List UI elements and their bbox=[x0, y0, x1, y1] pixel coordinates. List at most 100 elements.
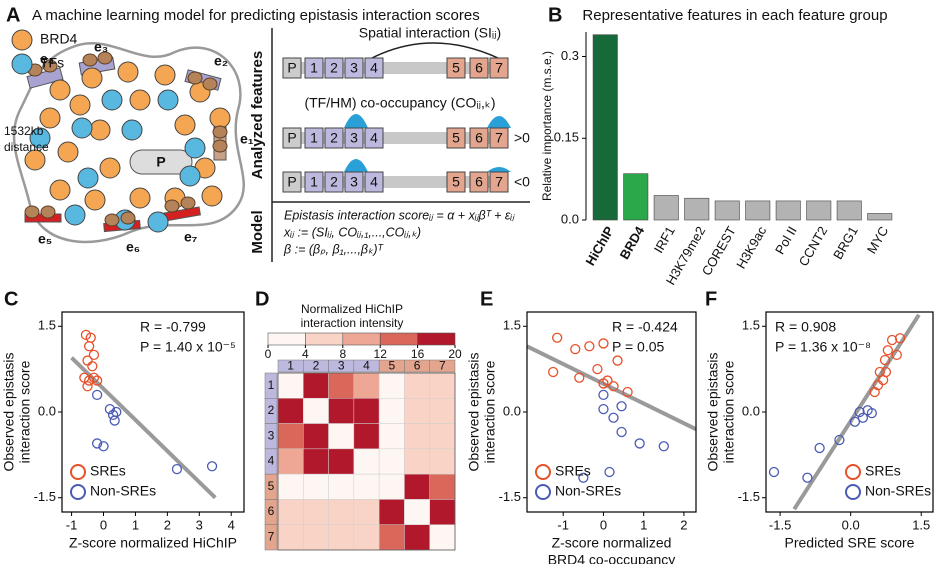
y-tick-label: 0.0 bbox=[38, 403, 56, 418]
x-tick-label: 2 bbox=[680, 517, 687, 532]
heatmap-cell bbox=[303, 524, 329, 551]
segment bbox=[304, 171, 324, 193]
annotation: P = 0.05 bbox=[612, 339, 665, 355]
data-point bbox=[814, 442, 825, 454]
tf-bead bbox=[71, 117, 93, 139]
colorbar-tick-label: 4 bbox=[302, 347, 309, 361]
heatmap-cell bbox=[353, 499, 380, 525]
x-tick-label: -1 bbox=[66, 517, 78, 532]
y-tick-label: 1.5 bbox=[38, 318, 56, 333]
data-point bbox=[882, 345, 893, 356]
legend-label: SREs bbox=[865, 463, 901, 479]
x-tick-label: 2 bbox=[164, 517, 171, 532]
segment bbox=[446, 57, 466, 79]
occupancy-peak bbox=[344, 159, 368, 172]
fit-line bbox=[70, 356, 217, 500]
column-label-box bbox=[429, 359, 456, 373]
segment-label: 6 bbox=[475, 174, 483, 190]
fit-line bbox=[526, 344, 697, 431]
x-tick-label: -1.5 bbox=[769, 517, 791, 532]
tf-bead bbox=[29, 127, 51, 149]
legend-marker bbox=[70, 484, 86, 500]
data-point bbox=[578, 472, 589, 483]
heatmap-cell bbox=[378, 499, 405, 525]
segment-label: 5 bbox=[452, 130, 460, 146]
annotation: P = 1.40 x 10⁻⁵ bbox=[140, 339, 236, 355]
element-label: e₅ bbox=[38, 231, 52, 247]
panel-label: A bbox=[6, 4, 20, 26]
y-axis-label: interaction score bbox=[482, 360, 498, 463]
data-point bbox=[866, 407, 877, 419]
data-point bbox=[88, 372, 100, 383]
heatmap-cell bbox=[277, 398, 304, 424]
data-point bbox=[104, 403, 116, 415]
data-point bbox=[87, 361, 98, 372]
segment-label: 2 bbox=[330, 174, 338, 190]
segment bbox=[489, 171, 509, 193]
data-point bbox=[886, 334, 898, 346]
heatmap-cell bbox=[303, 372, 329, 399]
segment bbox=[469, 57, 489, 79]
sign-label: <0 bbox=[514, 174, 530, 190]
section-heading: Model bbox=[249, 210, 266, 253]
data-point bbox=[608, 381, 619, 392]
equation: xᵢⱼ := (SIᵢⱼ, COᵢⱼ,₁,...,COᵢⱼ,ₖ) bbox=[283, 225, 421, 239]
data-point bbox=[206, 461, 218, 472]
brd4-bead bbox=[49, 179, 71, 201]
data-point bbox=[834, 434, 845, 446]
segment-label: 2 bbox=[330, 130, 338, 146]
colorbar-title: Normalized HiChIP bbox=[301, 302, 403, 316]
column-label: 6 bbox=[414, 359, 421, 373]
bar bbox=[867, 213, 893, 221]
chart-title: Representative features in each feature … bbox=[582, 7, 887, 24]
segment-label: 7 bbox=[495, 130, 503, 146]
x-axis-label: BRD4 co-occupancy bbox=[548, 552, 676, 564]
equation: β := (βₚ, β₁,...,βₖ)ᵀ bbox=[283, 242, 384, 256]
data-point bbox=[869, 386, 880, 398]
y-tick-label: 0.0 bbox=[503, 403, 521, 418]
y-tick-label: -1.5 bbox=[34, 489, 56, 504]
data-point bbox=[634, 438, 645, 449]
heatmap-cell bbox=[303, 473, 329, 500]
brd4-bead bbox=[89, 119, 111, 141]
x-tick-label: 4 bbox=[228, 517, 235, 532]
heatmap-cell bbox=[328, 524, 355, 551]
data-point bbox=[872, 379, 884, 391]
segment-label: 6 bbox=[475, 130, 483, 146]
data-point bbox=[592, 363, 603, 375]
heatmap-cell bbox=[429, 372, 456, 399]
panel-title: A machine learning model for predicting … bbox=[32, 7, 480, 24]
x-tick-label: 0 bbox=[100, 517, 107, 532]
segment-label: 7 bbox=[495, 174, 503, 190]
nucleosome bbox=[212, 125, 228, 139]
y-axis-label: Observed epistasis bbox=[466, 352, 482, 471]
data-point bbox=[574, 372, 585, 383]
annotation: R = -0.799 bbox=[140, 319, 206, 335]
brd4-bead bbox=[81, 67, 103, 89]
feature-caption: (TF/HM) co-occupancy (COᵢⱼ,ₖ) bbox=[304, 95, 495, 111]
segment bbox=[364, 57, 384, 79]
segment bbox=[446, 127, 466, 149]
legend-marker bbox=[11, 29, 33, 51]
bar bbox=[745, 200, 771, 221]
legend-marker bbox=[535, 484, 551, 500]
row-label: 1 bbox=[268, 378, 275, 392]
segment-label: P bbox=[287, 130, 296, 146]
segment bbox=[324, 127, 344, 149]
legend-marker bbox=[11, 53, 33, 75]
segment bbox=[469, 127, 489, 149]
data-point bbox=[802, 472, 813, 483]
data-point bbox=[658, 441, 669, 452]
column-label: 1 bbox=[287, 359, 294, 373]
annotation: R = 0.908 bbox=[775, 319, 836, 335]
row-label: 3 bbox=[268, 428, 275, 442]
data-point bbox=[548, 366, 559, 378]
heatmap-cell bbox=[429, 448, 456, 475]
bar bbox=[806, 200, 832, 221]
heatmap-cell bbox=[328, 423, 355, 450]
segment bbox=[364, 127, 384, 149]
nucleosome bbox=[212, 139, 228, 153]
bar bbox=[623, 173, 649, 221]
segment bbox=[489, 127, 509, 149]
